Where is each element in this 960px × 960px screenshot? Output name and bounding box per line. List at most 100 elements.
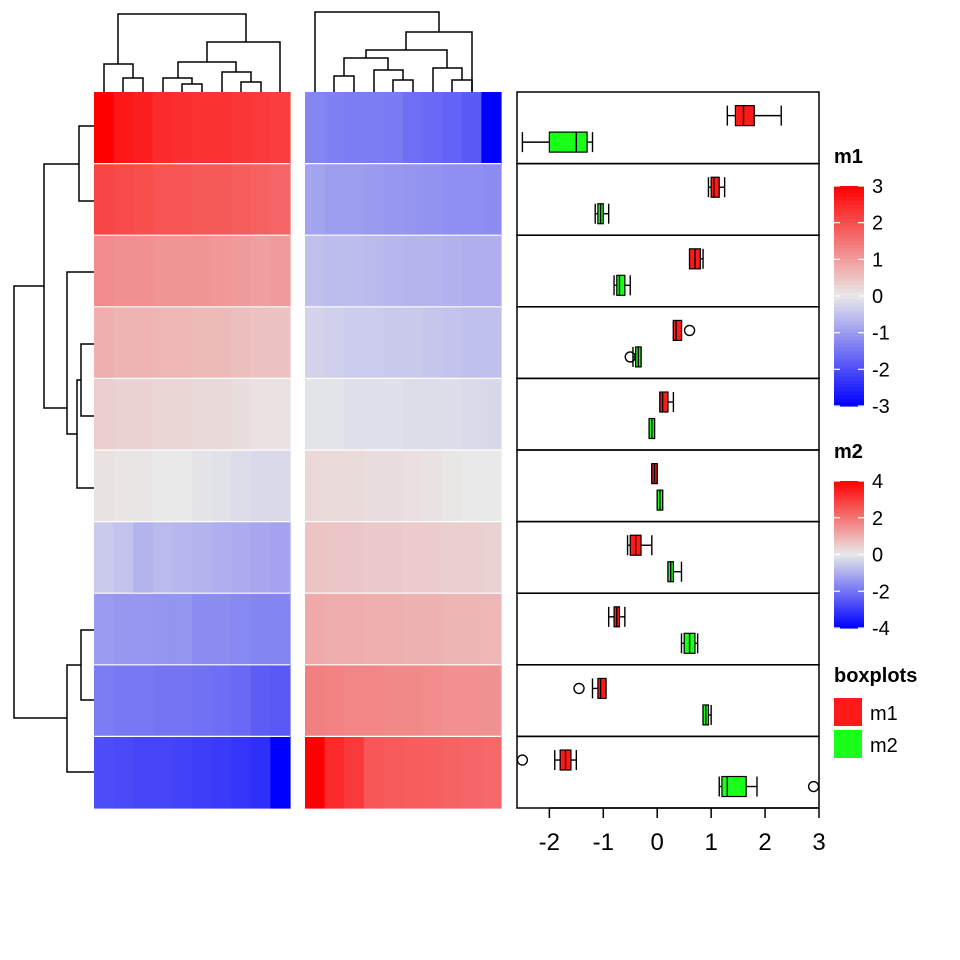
legend-m2: m2 4 2 0 -2 -4 bbox=[834, 441, 890, 640]
outlier-point bbox=[573, 682, 585, 695]
heatmap-cell bbox=[305, 378, 326, 451]
gradient-step bbox=[834, 581, 864, 585]
gradient-step bbox=[834, 211, 864, 216]
heatmap-cell bbox=[344, 593, 365, 666]
heatmap-cell bbox=[152, 163, 173, 236]
box bbox=[548, 131, 588, 153]
gradient-step bbox=[834, 500, 864, 504]
boxplot-m1 bbox=[573, 677, 607, 700]
heatmap-cell bbox=[172, 306, 193, 379]
heatmap-cell bbox=[270, 378, 291, 451]
heatmap-cell bbox=[383, 521, 404, 594]
legend-ticks: 3 2 1 0 -1 -2 -3 bbox=[834, 176, 890, 418]
gradient-step bbox=[834, 226, 864, 231]
heatmap-cell bbox=[481, 378, 502, 451]
box bbox=[659, 391, 669, 413]
heatmap-cell bbox=[422, 450, 443, 523]
heatmap-cell bbox=[270, 235, 291, 308]
gradient-step bbox=[834, 498, 864, 502]
heatmap-cell bbox=[172, 736, 193, 809]
heatmap-cell bbox=[324, 450, 345, 523]
dendrogram-branch bbox=[66, 271, 94, 435]
heatmap-cell bbox=[422, 306, 443, 379]
gradient-step bbox=[834, 510, 864, 514]
heatmap-cell bbox=[442, 736, 463, 809]
heatmap-cell bbox=[442, 235, 463, 308]
heatmap-cell bbox=[383, 306, 404, 379]
gradient-step bbox=[834, 263, 864, 268]
boxplot-m2 bbox=[613, 274, 631, 296]
heatmap-cell bbox=[113, 92, 134, 165]
gradient-step bbox=[834, 329, 864, 334]
heatmap-cell bbox=[422, 235, 443, 308]
heatmap-cell bbox=[324, 593, 345, 666]
heatmap-cell bbox=[113, 593, 134, 666]
gradient-step bbox=[834, 515, 864, 519]
heatmap-cell bbox=[250, 450, 271, 523]
heatmap-cell bbox=[422, 664, 443, 737]
gradient-step bbox=[834, 310, 864, 315]
heatmap-cell bbox=[192, 378, 213, 451]
heatmap-cell bbox=[403, 235, 424, 308]
heatmap-cell bbox=[270, 163, 291, 236]
boxplot-m2 bbox=[594, 203, 610, 225]
gradient-step bbox=[834, 554, 864, 558]
gradient-step bbox=[834, 505, 864, 509]
heatmap-cell bbox=[94, 593, 115, 666]
heatmap-cell bbox=[403, 306, 424, 379]
heatmap-cell bbox=[250, 378, 271, 451]
heatmap-cell bbox=[344, 306, 365, 379]
heatmap-cell bbox=[481, 163, 502, 236]
gradient-step bbox=[834, 332, 864, 337]
legend-tick-label: -2 bbox=[872, 581, 890, 603]
gradient-step bbox=[834, 380, 864, 385]
gradient-step bbox=[834, 204, 864, 209]
heatmap-cell bbox=[403, 163, 424, 236]
heatmap-cell bbox=[94, 92, 115, 165]
heatmap-cell bbox=[133, 378, 154, 451]
heatmap-cell bbox=[383, 163, 404, 236]
gradient-step bbox=[834, 402, 864, 407]
gradient-step bbox=[834, 369, 864, 374]
heatmap-cell bbox=[133, 736, 154, 809]
gradient-step bbox=[834, 571, 864, 575]
gradient-step bbox=[834, 296, 864, 301]
heatmap-cell bbox=[442, 306, 463, 379]
heatmap-cell bbox=[172, 450, 193, 523]
gradient-step bbox=[834, 197, 864, 202]
heatmap-cell bbox=[133, 664, 154, 737]
boxplot-m1 bbox=[607, 606, 626, 628]
heatmap-cell bbox=[363, 736, 384, 809]
gradient-step bbox=[834, 395, 864, 400]
heatmap-cell bbox=[305, 664, 326, 737]
heatmap-cell bbox=[305, 593, 326, 666]
boxplot-m1 bbox=[516, 749, 578, 771]
heatmap-cell bbox=[270, 450, 291, 523]
gradient-step bbox=[834, 549, 864, 553]
gradient-step bbox=[834, 354, 864, 359]
heatmap-cell bbox=[250, 593, 271, 666]
heatmap-cell bbox=[250, 163, 271, 236]
heatmap-cell bbox=[113, 235, 134, 308]
gradient-step bbox=[834, 495, 864, 499]
heatmap-cell bbox=[324, 306, 345, 379]
gradient-step bbox=[834, 233, 864, 238]
heatmap-cell bbox=[94, 235, 115, 308]
gradient-step bbox=[834, 618, 864, 622]
heatmap-cell bbox=[231, 306, 252, 379]
heatmap-cell bbox=[270, 306, 291, 379]
boxplot-m2 bbox=[521, 131, 594, 153]
heatmap-cell bbox=[461, 92, 482, 165]
gradient-step bbox=[834, 365, 864, 370]
boxplot-m1 bbox=[626, 534, 653, 556]
heatmap-cell bbox=[231, 235, 252, 308]
heatmap-cell bbox=[305, 92, 326, 165]
heatmap-cell bbox=[172, 163, 193, 236]
gradient-step bbox=[834, 237, 864, 242]
heatmap-cell bbox=[152, 378, 173, 451]
heatmap-cell bbox=[113, 521, 134, 594]
heatmap-cell bbox=[250, 92, 271, 165]
heatmap-cell bbox=[250, 521, 271, 594]
gradient-step bbox=[834, 564, 864, 568]
gradient-step bbox=[834, 539, 864, 543]
